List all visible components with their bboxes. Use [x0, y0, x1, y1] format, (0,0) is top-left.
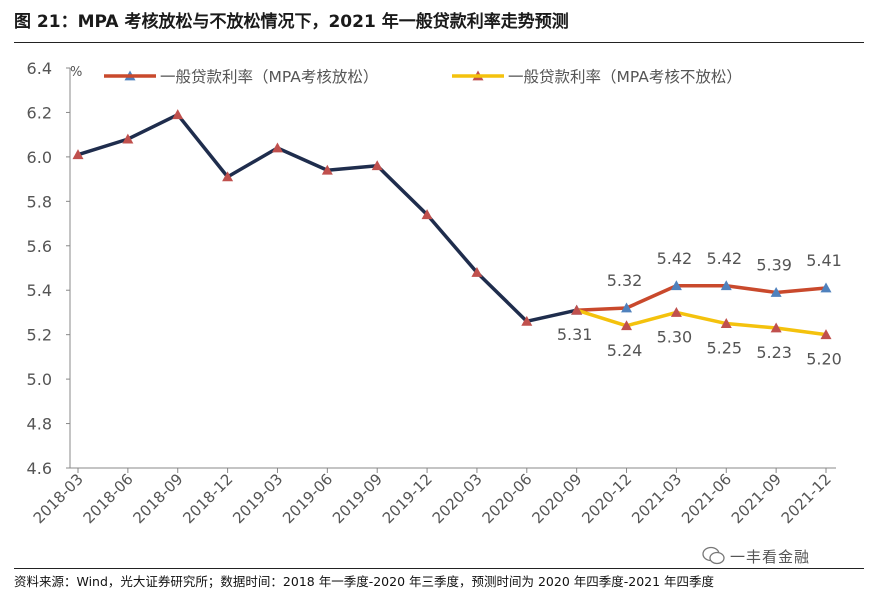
- data-label: 5.41: [806, 251, 842, 270]
- data-label: 5.31: [557, 325, 593, 344]
- data-point-marker: [321, 164, 333, 175]
- y-tick-label: 5.6: [27, 237, 52, 256]
- wechat-icon: [702, 546, 725, 565]
- data-point-marker: [421, 209, 433, 220]
- legend-label: 一般贷款利率（MPA考核不放松）: [508, 68, 742, 86]
- series-line-3: [576, 308, 827, 337]
- series-line-2: [576, 284, 827, 312]
- data-point-marker: [172, 109, 184, 120]
- line-chart: 4.64.85.05.25.45.65.86.06.26.4 %2018-0320…: [27, 59, 842, 527]
- x-tick-label: 2021-09: [728, 470, 785, 527]
- chart-lines: [77, 112, 827, 337]
- data-label: 5.42: [657, 249, 693, 268]
- x-tick-label: 2019-09: [329, 470, 386, 527]
- x-tick-label: 2021-06: [678, 470, 735, 527]
- y-tick-label: 5.4: [27, 281, 52, 300]
- x-tick-label: 2019-03: [229, 470, 286, 527]
- data-point-marker: [122, 133, 134, 144]
- data-point-marker: [72, 149, 84, 160]
- figure-title: 图 21：MPA 考核放松与不放松情况下，2021 年一般贷款利率走势预测: [14, 12, 569, 32]
- title-rule: [14, 42, 864, 43]
- source-rule: [14, 568, 864, 569]
- data-point-marker: [770, 286, 782, 297]
- x-tick-label: 2018-09: [130, 470, 187, 527]
- series-line-1: [77, 112, 578, 324]
- data-label: 5.24: [607, 341, 643, 360]
- x-tick-label: 2020-12: [578, 470, 635, 527]
- data-point-marker: [271, 142, 283, 153]
- data-label: 5.32: [607, 271, 643, 290]
- data-point-marker: [820, 329, 832, 340]
- chart-markers: [72, 70, 832, 340]
- x-tick-label: 2020-09: [528, 470, 585, 527]
- y-tick-label: 6.4: [27, 59, 52, 78]
- y-tick-label: 6.0: [27, 148, 52, 167]
- data-label: 5.25: [706, 339, 742, 358]
- data-point-marker: [521, 315, 533, 326]
- data-point-marker: [670, 306, 682, 317]
- x-tick-label: 2018-12: [179, 470, 236, 527]
- y-tick-label: 4.8: [27, 415, 52, 434]
- legend-label: 一般贷款利率（MPA考核放松）: [160, 68, 378, 86]
- x-tick-label: 2021-12: [778, 470, 835, 527]
- x-tick-label: 2020-03: [429, 470, 486, 527]
- data-point-marker: [371, 160, 383, 171]
- x-tick-label: 2020-06: [479, 470, 536, 527]
- y-tick-label: 5.2: [27, 326, 52, 345]
- data-point-marker: [770, 322, 782, 333]
- data-label: 5.20: [806, 350, 842, 369]
- data-point-marker: [621, 302, 633, 313]
- data-point-marker: [222, 171, 234, 182]
- data-point-marker: [471, 266, 483, 277]
- source-note: 资料来源：Wind，光大证券研究所；数据时间：2018 年一季度-2020 年三…: [14, 574, 715, 589]
- x-tick-label: 2018-03: [30, 470, 87, 527]
- y-unit-label: %: [70, 65, 82, 80]
- data-point-marker: [670, 280, 682, 291]
- y-tick-label: 5.8: [27, 192, 52, 211]
- chart-legend: 一般贷款利率（MPA考核放松） 一般贷款利率（MPA考核不放松）: [104, 68, 742, 86]
- x-tick-label: 2018-06: [80, 470, 137, 527]
- watermark-text: 一丰看金融: [730, 548, 811, 566]
- y-tick-label: 5.0: [27, 370, 52, 389]
- data-point-marker: [621, 320, 633, 331]
- data-label: 5.30: [657, 327, 693, 346]
- data-label: 5.39: [756, 255, 792, 274]
- x-tick-label: 2019-06: [279, 470, 336, 527]
- data-label: 5.42: [706, 249, 742, 268]
- x-tick-label: 2021-03: [628, 470, 685, 527]
- chart-data-labels: 5.32 5.42 5.42 5.39 5.41 5.31 5.24 5.30 5.25 5.23…: [557, 249, 842, 369]
- data-label: 5.23: [756, 343, 792, 362]
- data-point-marker: [720, 318, 732, 328]
- y-tick-label: 6.2: [27, 103, 52, 122]
- data-point-marker: [720, 280, 732, 291]
- data-point-marker: [571, 304, 583, 315]
- y-tick-label: 4.6: [27, 459, 52, 478]
- x-tick-label: 2019-12: [379, 470, 436, 527]
- data-point-marker: [820, 282, 832, 293]
